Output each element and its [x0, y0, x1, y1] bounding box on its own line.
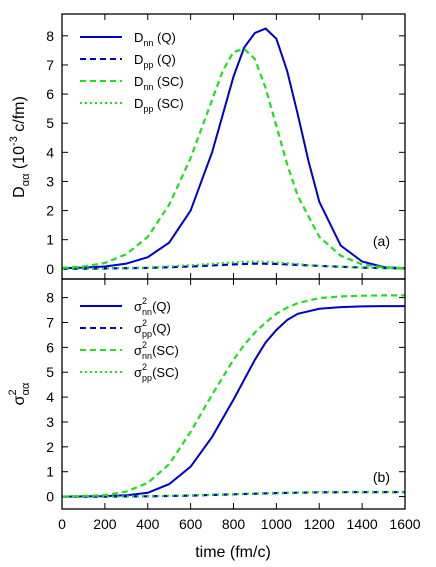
legend-entry: σ2 nn(Q)	[134, 296, 171, 317]
series-line-1	[61, 27, 406, 270]
y-tick-label: 3	[46, 173, 54, 189]
legend-entry: Dpp (Q)	[134, 52, 176, 70]
series-line-3	[61, 47, 406, 270]
panel-b-frame	[61, 278, 406, 510]
panel-b-legend: σ2 nn(Q)σ2 pp(Q)σ2 nn(SC)σ2 pp(SC)	[80, 296, 179, 383]
y-tick-label: 8	[46, 290, 54, 306]
panel-a-label: (a)	[373, 233, 390, 249]
x-tick-label: 200	[93, 516, 117, 532]
panel-a: 0 1 2 3 4 5 6 7 8 Dnn (Q) Dpp (Q) Dnn (SC) Dpp (SC)…	[8, 13, 406, 280]
legend-entry: Dnn (SC)	[134, 74, 184, 92]
y-tick-label: 7	[46, 57, 54, 73]
y-tick-label: 5	[46, 115, 54, 131]
x-tick-label: 0	[58, 516, 66, 532]
series-line-1	[61, 305, 405, 498]
series-line-3	[61, 294, 405, 498]
x-tick-label: 1000	[261, 516, 292, 532]
x-tick-label: 800	[222, 516, 246, 532]
x-tick-label: 1600	[389, 516, 420, 532]
panel-b-label: (b)	[373, 469, 390, 485]
legend-entry: Dnn (Q)	[134, 30, 176, 48]
panel-b: 0 1 2 3 4 5 6 7 8 0 200 400 600 800 1000 1200 1400 1600 σ…	[7, 278, 421, 561]
legend-entry: Dpp (SC)	[134, 96, 184, 114]
x-tick-label: 1400	[347, 516, 378, 532]
y-tick-label: 1	[46, 232, 54, 248]
series-line-2	[61, 262, 406, 270]
series-line-4	[62, 490, 405, 498]
legend-entry: σ2 nn(SC)	[134, 340, 179, 361]
y-tick-label: 0	[46, 489, 54, 505]
legend-entry: σ2 pp(Q)	[134, 318, 171, 339]
x-tick-label: 1200	[304, 516, 335, 532]
y-tick-label: 4	[46, 389, 54, 405]
panel-b-ticks: 0 1 2 3 4 5 6 7 8 0 200 400 600 800 1000 1200 1400 1600	[46, 279, 421, 532]
y-tick-label: 2	[46, 439, 54, 455]
y-tick-label: 6	[46, 86, 54, 102]
panel-a-legend: Dnn (Q) Dpp (Q) Dnn (SC) Dpp (SC)	[80, 30, 184, 114]
y-tick-label: 6	[46, 339, 54, 355]
y-tick-label: 8	[46, 28, 54, 44]
y-tick-label: 2	[46, 203, 54, 219]
y-tick-label: 7	[46, 315, 54, 331]
y-tick-label: 1	[46, 464, 54, 480]
panel-b-y-axis-label: σ2αα	[7, 382, 32, 405]
y-tick-label: 3	[46, 414, 54, 430]
legend-entry: σ2 pp(SC)	[134, 362, 179, 383]
panel-a-frame	[61, 13, 406, 280]
panel-a-ticks: 0 1 2 3 4 5 6 7 8	[46, 14, 406, 279]
panel-a-series	[61, 27, 406, 270]
x-axis-label: time (fm/c)	[195, 544, 271, 561]
x-tick-label: 400	[136, 516, 160, 532]
y-tick-label: 0	[46, 261, 54, 277]
panel-b-series	[61, 294, 405, 498]
y-tick-label: 5	[46, 364, 54, 380]
y-tick-label: 4	[46, 144, 54, 160]
panel-a-y-axis-label: Dαα (10-3 c/fm)	[8, 96, 32, 198]
x-tick-label: 600	[179, 516, 203, 532]
